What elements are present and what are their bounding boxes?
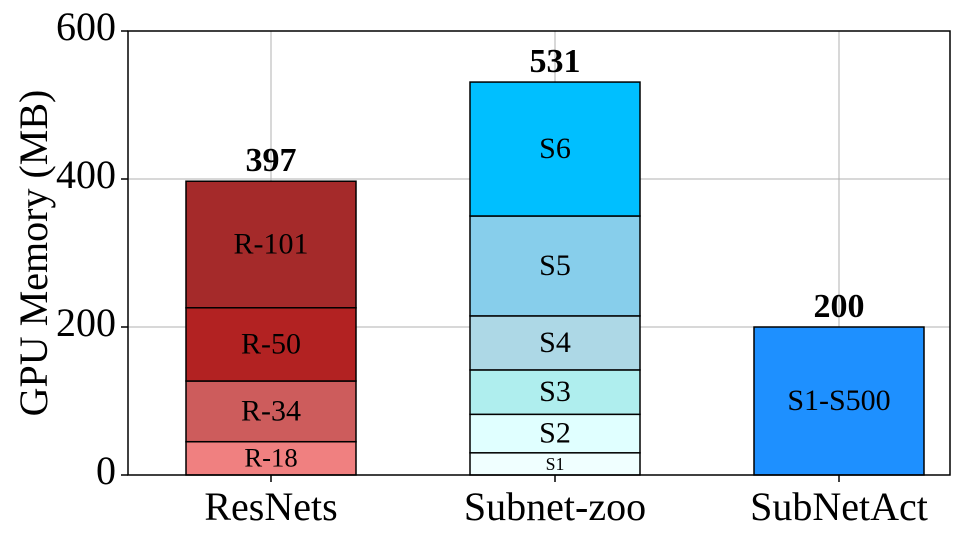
segment-label: S5 xyxy=(539,249,571,282)
bar-segment xyxy=(469,369,641,416)
bar-segment xyxy=(753,326,925,476)
segment-label: S1 xyxy=(546,454,565,474)
segment-label: R-50 xyxy=(241,327,301,360)
total-label: 531 xyxy=(530,43,581,80)
bar-segment xyxy=(469,81,641,217)
bar-segment xyxy=(185,180,357,309)
segment-label: S1-S500 xyxy=(787,384,890,417)
segment-label: R-34 xyxy=(241,394,301,427)
segment-label: S4 xyxy=(539,326,571,359)
segment-label: R-101 xyxy=(234,227,309,260)
bar-segment xyxy=(185,380,357,443)
bar-segment xyxy=(469,413,641,454)
x-tick-label: Subnet-zoo xyxy=(464,484,646,529)
segment-label: S2 xyxy=(539,416,571,449)
segment-label: R-18 xyxy=(244,442,297,472)
total-label: 397 xyxy=(246,142,297,179)
x-tick-label: SubNetAct xyxy=(750,484,928,529)
bar-segment xyxy=(469,215,641,317)
y-tick-label: 200 xyxy=(56,300,116,345)
y-axis-label: GPU Memory (MB) xyxy=(11,90,56,417)
plot-frame xyxy=(127,30,951,476)
segment-label: S3 xyxy=(539,375,571,408)
y-tick-label: 600 xyxy=(56,4,116,49)
y-tick-label: 0 xyxy=(96,448,116,493)
bar-segment xyxy=(185,440,357,476)
total-label: 200 xyxy=(814,288,865,325)
x-tick-label: ResNets xyxy=(204,484,337,529)
bar-segment xyxy=(185,307,357,382)
segment-label: S6 xyxy=(539,132,571,165)
y-tick-label: 400 xyxy=(56,152,116,197)
